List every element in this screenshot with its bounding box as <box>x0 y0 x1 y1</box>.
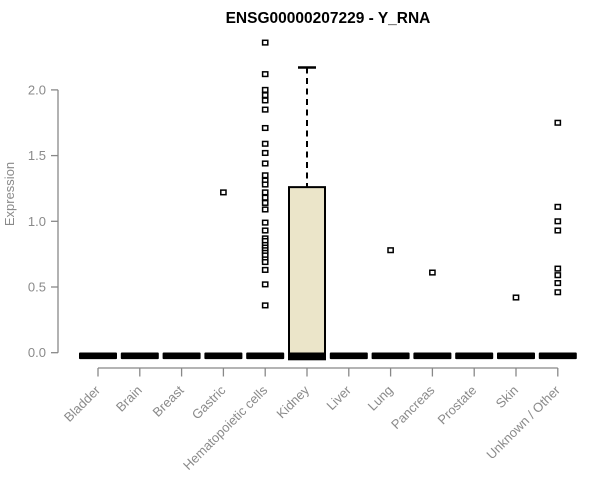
x-tick-label-brain: Brain <box>113 383 145 415</box>
median-line-kidney <box>288 352 326 360</box>
x-tick-label-lung: Lung <box>365 383 396 414</box>
outlier-point-hematopoietic-cells <box>261 172 269 179</box>
zero-box-gastric <box>204 352 243 360</box>
zero-box-liver <box>329 352 368 360</box>
outlier-point-hematopoietic-cells <box>261 149 269 157</box>
outlier-point-lung <box>387 247 394 254</box>
y-tick-label-0.0: 0.0 <box>28 345 46 360</box>
x-tick-label-prostate: Prostate <box>434 383 479 428</box>
outlier-point-hematopoietic-cells <box>261 97 269 104</box>
outlier-point-hematopoietic-cells <box>261 160 269 167</box>
outlier-point-hematopoietic-cells <box>261 227 269 234</box>
y-tick-label-1.0: 1.0 <box>28 214 46 229</box>
x-tick-label-breast: Breast <box>150 382 187 419</box>
zero-box-skin <box>497 352 535 360</box>
y-axis-title: Expression <box>2 162 17 226</box>
outlier-point-unknown-other <box>554 280 562 287</box>
x-tick-label-gastric: Gastric <box>189 382 229 422</box>
chart-title: ENSG00000207229 - Y_RNA <box>226 10 431 27</box>
outlier-point-hematopoietic-cells <box>261 181 269 188</box>
outlier-point-hematopoietic-cells <box>261 86 269 93</box>
outlier-point-hematopoietic-cells <box>261 302 269 309</box>
outlier-point-hematopoietic-cells <box>261 258 269 266</box>
outlier-point-hematopoietic-cells <box>261 140 269 147</box>
outlier-point-hematopoietic-cells <box>261 92 269 99</box>
outlier-point-unknown-other <box>554 218 562 225</box>
outlier-point-hematopoietic-cells <box>261 281 269 288</box>
x-tick-label-pancreas: Pancreas <box>388 382 438 432</box>
zero-box-brain <box>120 352 159 360</box>
outlier-point-hematopoietic-cells <box>261 266 269 273</box>
outlier-point-unknown-other <box>554 203 562 210</box>
outlier-point-hematopoietic-cells <box>261 219 269 226</box>
zero-box-bladder <box>79 352 117 360</box>
outlier-point-unknown-other <box>554 265 562 272</box>
box-kidney <box>288 186 326 361</box>
outlier-point-unknown-other <box>554 272 562 279</box>
zero-box-prostate <box>455 352 494 360</box>
outlier-point-unknown-other <box>554 119 562 126</box>
zero-box-unknown-other <box>538 352 577 360</box>
y-tick-label-0.5: 0.5 <box>28 280 46 295</box>
outlier-point-unknown-other <box>554 227 562 234</box>
x-tick-label-bladder: Bladder <box>61 382 104 425</box>
x-tick-label-skin: Skin <box>493 383 521 411</box>
y-tick-label-2.0: 2.0 <box>28 82 46 97</box>
outlier-point-hematopoietic-cells <box>261 106 269 113</box>
x-tick-label-kidney: Kidney <box>273 382 312 421</box>
zero-box-pancreas <box>413 352 452 360</box>
outlier-point-hematopoietic-cells <box>261 199 269 206</box>
zero-box-lung <box>371 352 410 360</box>
outlier-point-pancreas <box>429 269 436 276</box>
outlier-point-hematopoietic-cells <box>261 39 269 46</box>
zero-box-hematopoietic-cells <box>246 352 285 360</box>
outlier-point-skin <box>512 294 520 301</box>
outlier-point-hematopoietic-cells <box>261 124 269 132</box>
outlier-point-hematopoietic-cells <box>261 189 269 196</box>
outlier-point-hematopoietic-cells <box>261 194 269 201</box>
zero-box-breast <box>162 352 201 360</box>
x-tick-label-unknown-other: Unknown / Other <box>483 382 563 462</box>
y-tick-label-1.5: 1.5 <box>28 148 46 163</box>
outlier-point-hematopoietic-cells <box>261 206 269 213</box>
outlier-point-gastric <box>220 189 227 196</box>
plot-area: 0.0 0.5 1.0 1.5 2.0 Bladder Brain Breast Gastric… <box>28 39 577 473</box>
x-tick-label-liver: Liver <box>323 382 354 413</box>
outlier-point-unknown-other <box>554 289 562 296</box>
outlier-point-hematopoietic-cells <box>261 71 269 78</box>
